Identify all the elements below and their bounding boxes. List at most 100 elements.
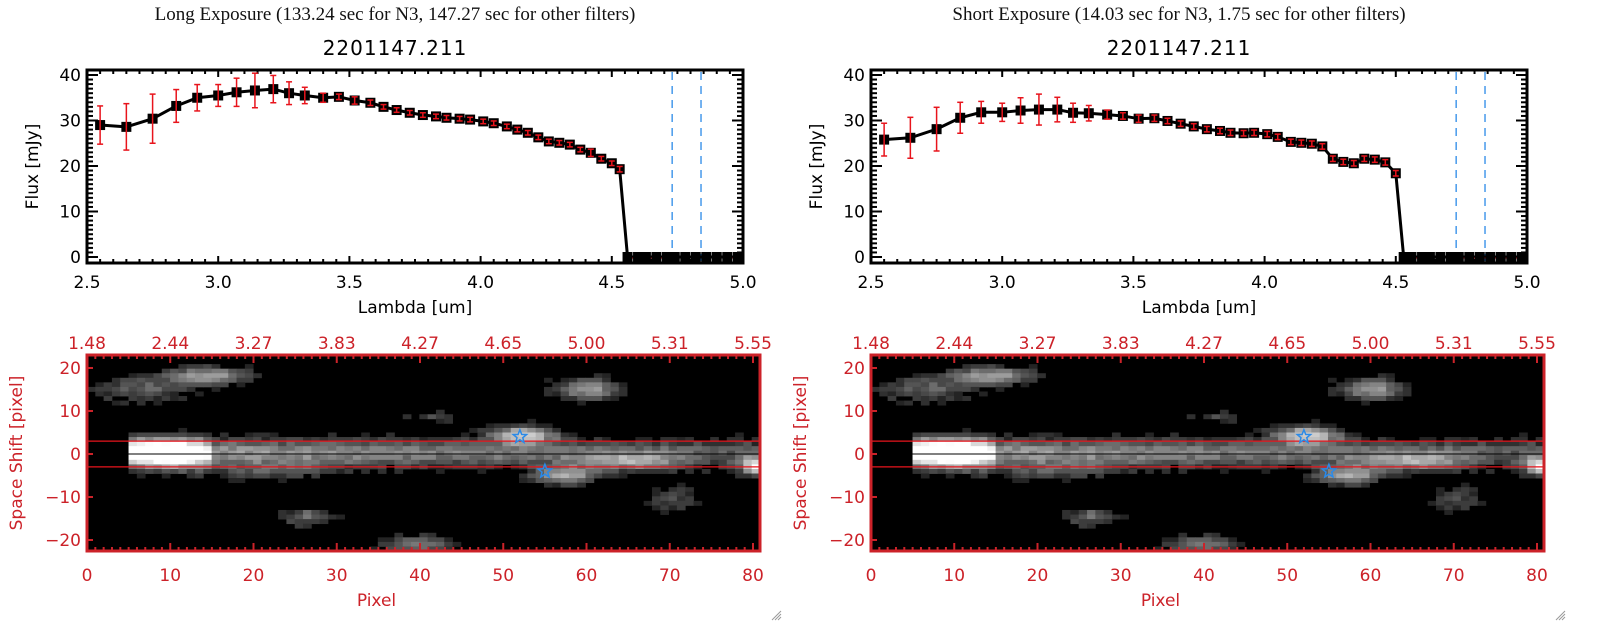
image-pixel [394, 446, 404, 452]
error-bar [1308, 140, 1315, 148]
image-pixel [336, 455, 345, 461]
image-pixel [1469, 496, 1478, 502]
image-pixel [236, 373, 246, 379]
image-pixel [319, 468, 329, 474]
image-pixel [120, 400, 129, 406]
image-pixel [535, 437, 545, 443]
image-pixel [303, 523, 312, 529]
image-pixel [920, 400, 930, 406]
image-pixel [1161, 450, 1171, 456]
image-pixel [1219, 446, 1229, 452]
image-pixel [610, 459, 620, 465]
image-pixel [1012, 441, 1021, 447]
image-pixel [1003, 446, 1013, 452]
image-pixel [593, 455, 603, 461]
image-pixel [1435, 441, 1445, 447]
resize-grip-icon[interactable] [1554, 606, 1566, 621]
image-pixel [1469, 491, 1478, 497]
image-pixel [1170, 455, 1179, 461]
image-pixel [195, 432, 204, 438]
image-pixel [1444, 505, 1454, 511]
image-pixel [527, 450, 537, 456]
image-pixel [610, 396, 620, 401]
image-pixel [336, 468, 345, 474]
resize-grip-icon[interactable] [770, 606, 782, 621]
image-pixel [937, 450, 947, 456]
image-pixel [1444, 441, 1454, 447]
image-pixel [1062, 478, 1071, 484]
image-pixel [1278, 432, 1287, 438]
image-pixel [377, 446, 387, 452]
error-bar [1190, 122, 1197, 130]
image-pixel [1327, 441, 1337, 447]
image-pixel [1361, 400, 1370, 406]
image-pixel [1170, 459, 1179, 465]
image-pixel [743, 468, 753, 474]
image-pixel [1078, 459, 1088, 465]
image-pixel [1087, 514, 1096, 520]
image-pixel [502, 455, 512, 461]
pixel-tick-label: 40 [1193, 566, 1215, 586]
image-pixel [361, 459, 370, 465]
image-pixel [718, 455, 728, 461]
image-pixel [1361, 391, 1370, 397]
image-pixel [161, 396, 171, 401]
image-pixel [577, 386, 586, 392]
image-pixel [319, 455, 329, 461]
image-pixel [336, 459, 345, 465]
image-pixel [937, 377, 947, 383]
image-pixel [386, 437, 395, 443]
image-pixel [568, 391, 578, 397]
image-pixel [1303, 441, 1312, 447]
image-pixel [128, 450, 138, 456]
image-pixel [219, 441, 229, 447]
image-pixel [887, 386, 897, 392]
image-pixel [945, 432, 955, 438]
image-pixel [161, 450, 171, 456]
image-pixel [676, 496, 686, 502]
image-pixel [294, 450, 304, 456]
image-pixel [1494, 450, 1503, 456]
image-pixel [278, 509, 287, 515]
image-pixel [593, 391, 603, 397]
data-point [1516, 252, 1527, 262]
shift-tick-label: 10 [843, 402, 865, 422]
image-pixel [535, 478, 545, 484]
lambda-tick-label: 3.83 [1102, 334, 1140, 354]
error-bar [320, 92, 327, 104]
image-pixel [261, 437, 271, 443]
image-pixel [1211, 441, 1221, 447]
error-bar [233, 77, 240, 108]
pixel-tick-label: 0 [82, 566, 93, 586]
image-pixel [1261, 432, 1271, 438]
image-pixel [535, 441, 545, 447]
image-pixel [1527, 473, 1537, 479]
image-pixel [377, 459, 387, 465]
image-pixel [552, 473, 561, 479]
image-pixel [394, 450, 404, 456]
image-pixel [377, 455, 387, 461]
image-pixel [701, 450, 711, 456]
image-pixel [1427, 450, 1437, 456]
image-pixel [1186, 459, 1196, 465]
image-pixel [1003, 459, 1013, 465]
image-pixel [1327, 478, 1337, 484]
image-pixel [568, 441, 578, 447]
image-pixel [303, 446, 312, 452]
image-pixel [1303, 459, 1312, 465]
image-pixel [668, 446, 678, 452]
image-pixel [1419, 437, 1429, 443]
image-pixel [912, 455, 922, 461]
image-pixel [1103, 455, 1113, 461]
image-pixel [344, 468, 354, 474]
image-pixel [1377, 450, 1387, 456]
image-pixel [1203, 537, 1213, 543]
image-pixel [1103, 441, 1113, 447]
image-pixel [286, 455, 296, 461]
image-pixel [1386, 441, 1395, 447]
image-pixel [743, 446, 753, 452]
image-pixel [577, 450, 586, 456]
image-pixel [485, 437, 495, 443]
image-pixel [236, 446, 246, 452]
image-pixel [1062, 509, 1071, 515]
